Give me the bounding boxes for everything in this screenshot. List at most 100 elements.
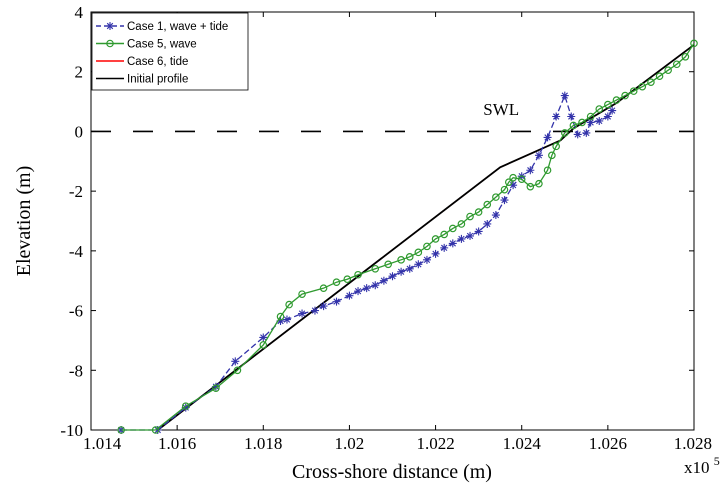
series-point	[211, 382, 220, 391]
series-point	[310, 306, 319, 315]
series-point	[362, 284, 371, 293]
x-axis-multiplier-exponent: 5	[714, 454, 720, 468]
x-tick-label: 1.018	[244, 434, 282, 453]
series-point	[612, 96, 621, 104]
x-axis-ticks: 1.014 1.016 1.018 1.02 1.022 1.024 1.026 1.028	[83, 12, 712, 453]
series-point	[504, 178, 513, 186]
series-layer	[117, 39, 698, 434]
y-tick-label: -4	[69, 242, 84, 261]
series-point	[151, 426, 160, 434]
series-point	[672, 60, 681, 69]
series-point	[457, 220, 466, 228]
series-point	[212, 384, 220, 393]
series-point	[181, 403, 190, 412]
series-point	[560, 129, 569, 137]
series-point	[388, 272, 397, 281]
series-point	[276, 317, 285, 326]
series-point	[276, 312, 285, 321]
series-point	[181, 402, 190, 410]
series-point	[343, 275, 352, 284]
series-point	[332, 297, 341, 306]
series-point	[664, 66, 672, 75]
series-line	[121, 42, 695, 431]
series-point	[231, 357, 240, 366]
series-point	[595, 116, 604, 125]
series-point	[414, 248, 423, 257]
x-tick-label: 1.026	[589, 434, 627, 453]
series-point	[491, 211, 500, 220]
series-point	[560, 91, 569, 100]
series-point	[397, 267, 406, 276]
series-point	[509, 181, 518, 190]
y-tick-label: -8	[69, 361, 83, 380]
legend-box	[91, 12, 249, 91]
y-axis-ticks: -10 -8 -6 -4 -2 0 2 4	[60, 3, 694, 440]
x-tick-label: 1.016	[158, 434, 196, 453]
series-point	[384, 260, 392, 269]
series-point	[474, 227, 483, 236]
y-tick-label: 0	[75, 122, 84, 141]
x-axis-multiplier: x10 5	[684, 454, 720, 477]
series-point	[629, 87, 638, 95]
series-point	[414, 260, 423, 269]
series-point	[397, 256, 405, 264]
series-point	[466, 231, 475, 240]
series-point	[543, 166, 552, 175]
series-point	[332, 278, 341, 287]
series-point	[578, 118, 586, 127]
series-point	[423, 242, 431, 251]
series-point	[573, 130, 582, 139]
annotations: SWL	[483, 100, 519, 119]
series-point	[405, 264, 414, 273]
x-axis-multiplier-base: x10	[684, 458, 710, 477]
series-point	[552, 112, 561, 121]
x-tick-label: 1.022	[416, 434, 454, 453]
series-point	[603, 112, 612, 121]
legend: Case 1, wave + tide Case 5, wave Case 6, t…	[91, 12, 249, 91]
series-point	[405, 253, 414, 261]
series-point	[567, 112, 576, 121]
series-point	[298, 309, 307, 318]
series-point	[448, 239, 457, 248]
series-point	[543, 133, 552, 142]
legend-item: Initial profile	[96, 74, 188, 86]
series-point	[552, 142, 560, 151]
series-point	[319, 284, 328, 292]
legend-marker	[106, 22, 114, 30]
series-point	[448, 224, 457, 233]
series-point	[548, 151, 556, 160]
series-point	[282, 315, 291, 324]
legend-item: Case 5, wave	[96, 39, 197, 51]
series-point	[526, 182, 535, 191]
legend-label: Case 6, tide	[127, 56, 188, 68]
series-point	[604, 100, 612, 109]
series-point	[345, 291, 354, 300]
y-tick-label: 2	[75, 63, 84, 82]
series-point	[500, 185, 509, 194]
x-tick-label: 1.02	[335, 434, 365, 453]
series-point	[586, 112, 595, 121]
series-point	[259, 341, 268, 349]
x-tick-label: 1.024	[503, 434, 542, 453]
series-point	[582, 128, 591, 137]
series-point	[483, 200, 492, 209]
x-tick-label: 1.028	[674, 434, 712, 453]
series-point	[440, 243, 449, 252]
series-point	[638, 82, 647, 91]
series-point	[535, 179, 543, 188]
annotation-swl: SWL	[483, 100, 519, 119]
series-point	[647, 78, 655, 86]
series-point	[233, 366, 242, 375]
series-point	[569, 121, 578, 130]
series-point	[259, 333, 268, 342]
series-point	[298, 290, 306, 298]
series-point	[655, 72, 664, 80]
series-point	[534, 151, 543, 160]
legend-marker	[106, 39, 114, 48]
series-point	[608, 106, 617, 115]
legend-item: Case 1, wave + tide	[96, 21, 228, 33]
y-tick-label: 4	[75, 3, 84, 22]
x-tick-label: 1.014	[83, 434, 122, 453]
series-point	[509, 173, 517, 182]
y-tick-label: -10	[60, 421, 83, 440]
